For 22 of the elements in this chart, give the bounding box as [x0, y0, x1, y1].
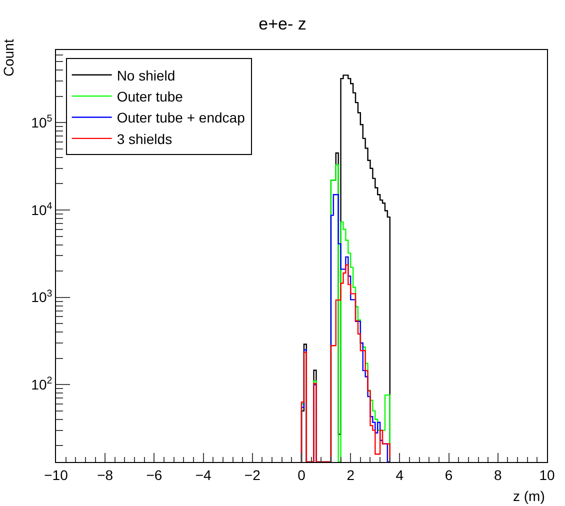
legend-label: Outer tube + endcap [116, 110, 246, 126]
x-tick-label: 8 [494, 466, 502, 483]
x-axis-title: z (m) [513, 488, 545, 504]
x-tick-label: −10 [44, 466, 68, 483]
x-tick-label: −6 [146, 466, 162, 483]
y-tick-label: 10$^{3}$ [31, 288, 53, 306]
x-tick-label: −8 [97, 466, 114, 483]
legend-label: Outer tube [116, 88, 184, 104]
y-tick-label: 10$^{2}$ [31, 376, 52, 393]
y-tick-label: 10$^{4}$ [31, 201, 53, 218]
y-axis-title: Count [0, 39, 16, 76]
chart-title: e+e- z [258, 14, 306, 34]
x-tick-label: 10 [539, 466, 555, 483]
x-tick-label: 4 [396, 466, 404, 483]
x-tick-label: −4 [195, 466, 212, 483]
legend-label: 3 shields [116, 130, 172, 147]
x-tick-label: 2 [346, 466, 355, 483]
x-tick-label: −2 [244, 466, 261, 483]
legend-label: No shield [116, 67, 176, 84]
x-tick-label: 6 [444, 466, 453, 483]
x-tick-label: 0 [298, 466, 306, 483]
y-tick-label: 10$^{5}$ [31, 114, 53, 131]
